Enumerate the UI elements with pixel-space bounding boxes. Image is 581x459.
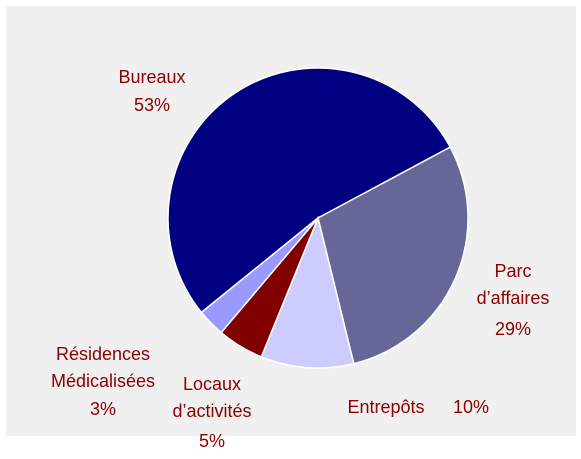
slice-value-label: 53% [134, 95, 170, 115]
slice-label: Bureaux [118, 67, 185, 87]
slice-value-label: 10% [453, 397, 489, 417]
slice-label: Résidences Médicalisées [51, 344, 155, 391]
slice-value-label: 29% [495, 319, 531, 339]
pie-slice [260, 215, 355, 369]
slice-label: Parc d’affaires [477, 261, 550, 308]
pie-slice [317, 146, 469, 365]
slice-label: Entrepôts [347, 397, 424, 417]
slice-value-label: 3% [90, 399, 116, 419]
pie-slice [200, 217, 319, 334]
slice-label: Locaux d’activités [172, 374, 251, 421]
slice-value-label: 5% [199, 431, 225, 451]
pie-slice [167, 67, 452, 314]
